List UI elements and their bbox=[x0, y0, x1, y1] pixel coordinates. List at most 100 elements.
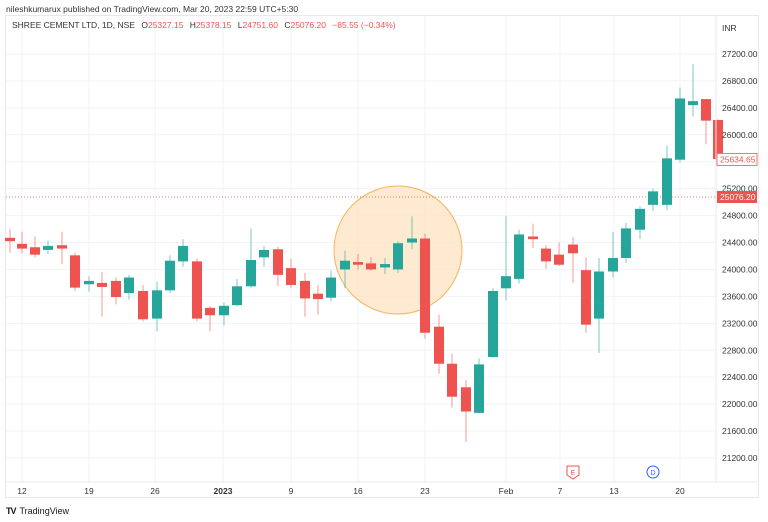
candle[interactable] bbox=[17, 231, 27, 254]
candle-body bbox=[648, 191, 658, 205]
low-label: L bbox=[237, 20, 243, 30]
candle[interactable] bbox=[407, 216, 417, 250]
price-tick: 24400.00 bbox=[722, 238, 758, 248]
candle[interactable] bbox=[205, 305, 215, 332]
candle[interactable] bbox=[57, 231, 67, 265]
candle[interactable] bbox=[366, 257, 376, 271]
candle-body bbox=[192, 261, 202, 319]
candle[interactable] bbox=[701, 99, 711, 145]
candle[interactable] bbox=[30, 236, 40, 258]
candle-body bbox=[273, 249, 283, 275]
candle-body bbox=[205, 307, 215, 316]
price-tick: 21600.00 bbox=[722, 426, 758, 436]
candle[interactable] bbox=[635, 206, 645, 240]
price-tick: 24000.00 bbox=[722, 264, 758, 274]
candle[interactable] bbox=[43, 240, 53, 254]
dividend-marker-icon[interactable]: D bbox=[646, 465, 660, 479]
candle-body bbox=[501, 276, 511, 289]
candle[interactable] bbox=[621, 222, 631, 263]
candle[interactable] bbox=[713, 119, 723, 160]
candle[interactable] bbox=[286, 258, 296, 289]
candle[interactable] bbox=[581, 257, 591, 333]
candle[interactable] bbox=[124, 274, 134, 300]
candle[interactable] bbox=[554, 242, 564, 267]
candle[interactable] bbox=[568, 237, 578, 283]
high-value: 25378.15 bbox=[195, 20, 232, 30]
candle[interactable] bbox=[178, 239, 188, 267]
candle[interactable] bbox=[608, 231, 618, 278]
candle[interactable] bbox=[474, 358, 484, 413]
candle-body bbox=[124, 277, 134, 294]
candle[interactable] bbox=[514, 229, 524, 284]
candle-body bbox=[675, 98, 685, 160]
price-tick: 22400.00 bbox=[722, 372, 758, 382]
time-tick: 20 bbox=[675, 486, 685, 496]
candle[interactable] bbox=[461, 379, 471, 442]
chart-frame[interactable] bbox=[5, 15, 759, 498]
candle[interactable] bbox=[138, 284, 148, 322]
symbol-name: SHREE CEMENT LTD, 1D, NSE bbox=[12, 20, 135, 30]
candle-body bbox=[407, 238, 417, 243]
tradingview-footer[interactable]: TV TradingView bbox=[6, 506, 69, 516]
candle[interactable] bbox=[420, 233, 430, 339]
candle[interactable] bbox=[326, 270, 336, 302]
candle[interactable] bbox=[84, 276, 94, 292]
price-tick: 27200.00 bbox=[722, 49, 758, 59]
time-tick: 19 bbox=[84, 486, 94, 496]
candle-body bbox=[514, 234, 524, 279]
time-tick: 2023 bbox=[214, 486, 233, 496]
candle[interactable] bbox=[648, 188, 658, 211]
candle[interactable] bbox=[393, 241, 403, 273]
candle-body bbox=[474, 364, 484, 413]
candle-body bbox=[461, 387, 471, 412]
close-value: 25076.20 bbox=[290, 20, 326, 30]
candle[interactable] bbox=[541, 245, 551, 269]
candle[interactable] bbox=[5, 229, 15, 253]
svg-text:D: D bbox=[650, 470, 655, 477]
candle[interactable] bbox=[70, 252, 80, 292]
close-label: C bbox=[284, 20, 291, 30]
candle-body bbox=[713, 119, 723, 160]
svg-text:E: E bbox=[571, 470, 576, 477]
candle[interactable] bbox=[380, 258, 390, 275]
price-tick: 22000.00 bbox=[722, 399, 758, 409]
candle[interactable] bbox=[501, 216, 511, 301]
candle[interactable] bbox=[246, 228, 256, 288]
candle-body bbox=[366, 263, 376, 270]
candle[interactable] bbox=[447, 353, 457, 408]
candle[interactable] bbox=[662, 145, 672, 211]
candle[interactable] bbox=[313, 284, 323, 315]
price-tick: 25200.00 bbox=[722, 184, 758, 194]
candle[interactable] bbox=[273, 246, 283, 287]
price-axis: INR 27200.00 26800.00 26400.00 26000.00 25200… bbox=[716, 23, 758, 463]
time-tick: 13 bbox=[609, 486, 619, 496]
time-tick: 12 bbox=[17, 486, 27, 496]
candle[interactable] bbox=[594, 258, 604, 353]
candle[interactable] bbox=[152, 281, 162, 332]
current-price-label: 25634.65 bbox=[720, 154, 756, 164]
candle[interactable] bbox=[528, 223, 538, 248]
candle[interactable] bbox=[353, 253, 363, 270]
candle[interactable] bbox=[232, 278, 242, 307]
earnings-marker-icon[interactable]: E bbox=[566, 465, 580, 480]
open-label: O bbox=[141, 20, 148, 30]
price-tick: 26800.00 bbox=[722, 76, 758, 86]
candle[interactable] bbox=[340, 250, 350, 289]
candle[interactable] bbox=[300, 272, 310, 317]
candle[interactable] bbox=[219, 302, 229, 326]
candle[interactable] bbox=[165, 255, 175, 294]
candle-body bbox=[5, 237, 15, 242]
candle[interactable] bbox=[259, 245, 269, 267]
candle[interactable] bbox=[488, 288, 498, 358]
candle[interactable] bbox=[97, 272, 107, 317]
symbol-legend: SHREE CEMENT LTD, 1D, NSE O25327.15 H253… bbox=[12, 20, 396, 30]
candle[interactable] bbox=[111, 277, 121, 305]
candle-body bbox=[353, 262, 363, 265]
candle-body bbox=[152, 290, 162, 319]
publisher-caption: nileshkumarux published on TradingView.c… bbox=[6, 4, 299, 14]
candle[interactable] bbox=[688, 64, 698, 117]
candle[interactable] bbox=[434, 314, 444, 374]
candle[interactable] bbox=[192, 258, 202, 322]
candle[interactable] bbox=[675, 87, 685, 163]
